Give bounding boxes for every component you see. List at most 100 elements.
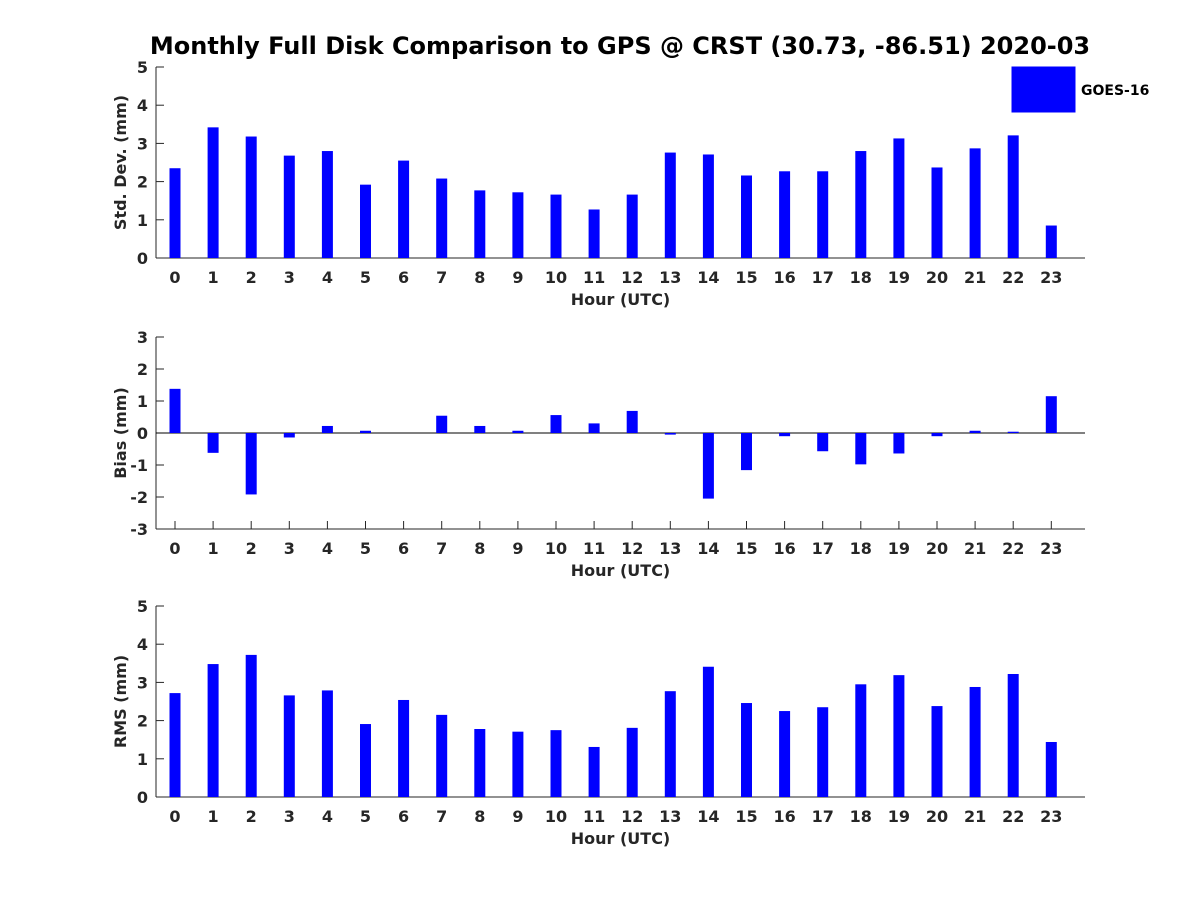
bias-bar [283, 433, 295, 438]
rms-x-tick-label: 5 [360, 807, 371, 826]
legend-swatch [1011, 66, 1076, 113]
std-dev-y-tick-label: 1 [137, 211, 148, 230]
std-dev-x-tick-label: 4 [322, 268, 333, 287]
rms-y-tick-label: 3 [137, 673, 148, 692]
std-dev-x-tick-label: 6 [398, 268, 409, 287]
rms-bar [1007, 673, 1019, 797]
std-dev-y-axis-label: Std. Dev. (mm) [111, 95, 130, 230]
bias-bar [664, 433, 676, 435]
std-dev-bar [360, 184, 371, 258]
rms-bar [550, 730, 562, 797]
std-dev-bar [169, 168, 181, 258]
bias-x-tick-label: 12 [621, 539, 643, 558]
bias-y-tick-label: 3 [137, 328, 148, 347]
std-dev-x-tick-label: 14 [697, 268, 719, 287]
rms-bar [1045, 741, 1057, 797]
std-dev-bar [512, 192, 524, 258]
std-dev-bar [550, 194, 562, 258]
legend-label: GOES-16 [1081, 83, 1149, 99]
bias-x-axis-label: Hour (UTC) [571, 561, 671, 580]
bias-x-tick-label: 4 [322, 539, 333, 558]
bias-x-tick-label: 18 [850, 539, 872, 558]
std-dev-bar [1007, 135, 1019, 258]
std-dev-x-tick-label: 16 [773, 268, 795, 287]
bias-bar [969, 430, 981, 433]
rms-bar [817, 707, 829, 797]
std-dev-y-tick-label: 3 [137, 134, 148, 153]
rms-x-tick-label: 1 [208, 807, 219, 826]
std-dev-bar [398, 160, 410, 258]
rms-bar [741, 703, 752, 797]
std-dev-x-tick-label: 12 [621, 268, 643, 287]
bias-bar [741, 433, 752, 471]
rms-x-tick-label: 19 [888, 807, 910, 826]
bias-y-axis-label: Bias (mm) [111, 387, 130, 479]
rms-y-tick-label: 5 [137, 597, 148, 616]
rms-bar [398, 699, 410, 797]
std-dev-bar [893, 138, 905, 258]
rms-bar [855, 684, 867, 797]
std-dev-bar [245, 136, 257, 258]
bias-bar [1045, 396, 1057, 433]
rms-bar [360, 724, 371, 797]
std-dev-x-axis-label: Hour (UTC) [571, 290, 671, 309]
bias-x-tick-label: 13 [659, 539, 681, 558]
rms-x-tick-label: 7 [436, 807, 447, 826]
rms-bar [283, 695, 295, 797]
rms-x-tick-label: 17 [812, 807, 834, 826]
bias-y-tick-label: 2 [137, 360, 148, 379]
bias-x-tick-label: 22 [1002, 539, 1024, 558]
bias-x-tick-label: 1 [208, 539, 219, 558]
rms-bar [169, 693, 181, 797]
bias-bar [855, 433, 867, 465]
bias-bar [626, 410, 638, 433]
bias-x-tick-label: 19 [888, 539, 910, 558]
bias-x-tick-label: 17 [812, 539, 834, 558]
bias-x-tick-label: 7 [436, 539, 447, 558]
std-dev-bar [664, 152, 676, 258]
std-dev-x-tick-label: 23 [1040, 268, 1062, 287]
bias-x-tick-label: 23 [1040, 539, 1062, 558]
rms-bar [931, 706, 943, 797]
std-dev-bar [474, 190, 486, 258]
rms-y-tick-label: 2 [137, 712, 148, 731]
rms-bar [512, 731, 524, 797]
rms-x-tick-label: 6 [398, 807, 409, 826]
std-dev-x-tick-label: 2 [246, 268, 257, 287]
bias-y-tick-label: 0 [137, 424, 148, 443]
rms-x-tick-label: 14 [697, 807, 719, 826]
std-dev-bar [1045, 225, 1057, 258]
rms-bar [245, 654, 257, 797]
std-dev-x-tick-label: 20 [926, 268, 948, 287]
std-dev-x-tick-label: 13 [659, 268, 681, 287]
bias-x-tick-label: 14 [697, 539, 719, 558]
bias-y-tick-label: -1 [130, 456, 148, 475]
rms-x-axis-label: Hour (UTC) [571, 829, 671, 848]
bias-bar [360, 430, 371, 433]
std-dev-x-tick-label: 17 [812, 268, 834, 287]
std-dev-y-tick-label: 4 [137, 96, 148, 115]
std-dev-bar [855, 151, 867, 258]
std-dev-x-tick-label: 10 [545, 268, 567, 287]
bias-x-tick-label: 15 [735, 539, 757, 558]
std-dev-bar [969, 148, 981, 258]
bias-bar [512, 430, 524, 433]
bias-bar [1007, 431, 1019, 433]
std-dev-x-tick-label: 0 [169, 268, 180, 287]
chart-title: Monthly Full Disk Comparison to GPS @ CR… [150, 32, 1090, 60]
rms-x-tick-label: 11 [583, 807, 605, 826]
rms-x-tick-label: 2 [246, 807, 257, 826]
std-dev-y-tick-label: 5 [137, 58, 148, 77]
std-dev-bar [702, 154, 714, 258]
std-dev-x-tick-label: 11 [583, 268, 605, 287]
std-dev-bar [741, 175, 752, 258]
rms-x-tick-label: 16 [773, 807, 795, 826]
bias-bar [779, 433, 791, 437]
bias-x-tick-label: 21 [964, 539, 986, 558]
bias-y-tick-label: 1 [137, 392, 148, 411]
rms-bar [588, 746, 600, 797]
bias-bar [436, 415, 448, 433]
bias-bar [817, 433, 829, 452]
